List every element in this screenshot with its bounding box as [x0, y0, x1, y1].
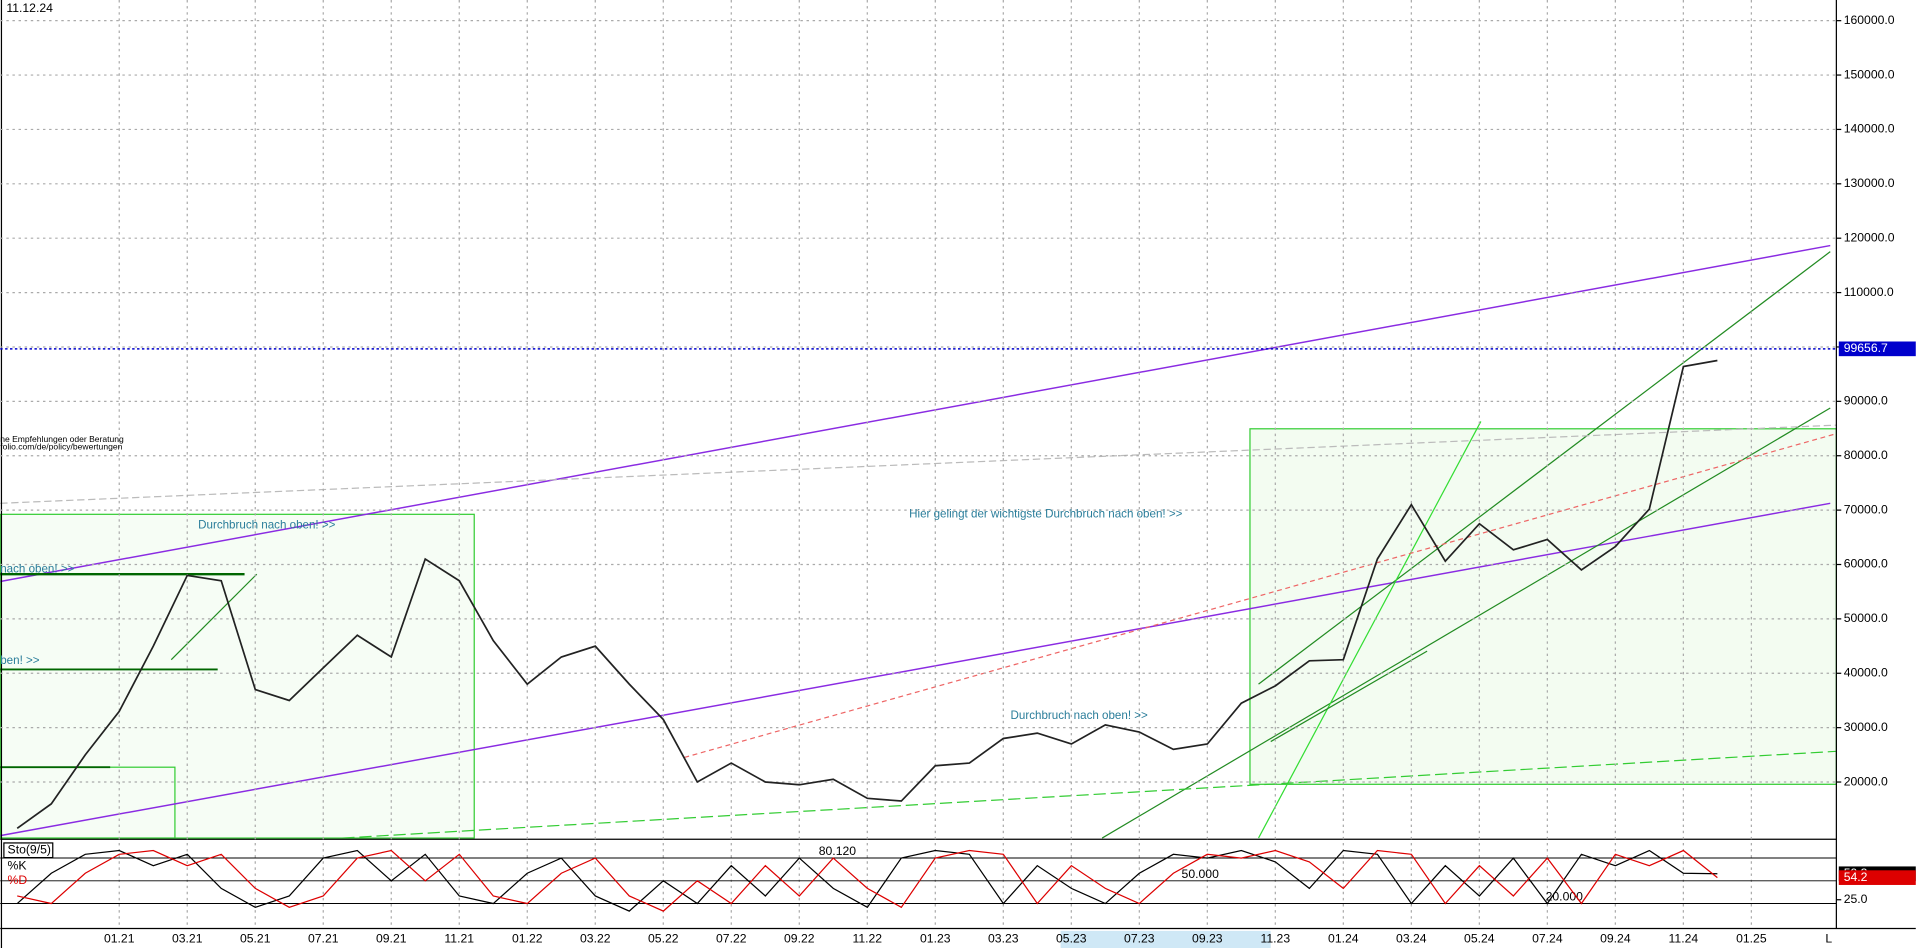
annotation: nach oben! >> — [0, 562, 74, 575]
annotation: folio.com/de/policy/bewertungen — [0, 441, 122, 451]
y-tick-label: 140000.0 — [1844, 122, 1895, 136]
axis-end-label: L — [1825, 932, 1832, 946]
x-tick-label: 05.24 — [1464, 932, 1495, 946]
x-tick-label: 11.24 — [1669, 932, 1699, 946]
chart-title: 11.12.24 — [6, 1, 53, 15]
y-tick-label: 90000.0 — [1844, 394, 1888, 408]
y-tick-label: 20000.0 — [1844, 774, 1888, 788]
y-tick-label: 40000.0 — [1844, 665, 1888, 679]
x-tick-label: 09.24 — [1600, 932, 1631, 946]
y-tick-label: 110000.0 — [1844, 285, 1894, 299]
zone-box — [0, 513, 475, 839]
stoch-line — [16, 849, 1718, 912]
level-label: 20.000 — [1546, 890, 1584, 904]
annotation: ben! >> — [0, 654, 40, 667]
annotation: Durchbruch nach oben! >> — [1011, 709, 1149, 722]
trend-line — [0, 502, 1831, 837]
x-tick-label: 03.22 — [580, 932, 611, 946]
x-tick-label: 03.21 — [172, 932, 203, 946]
x-tick-label: 03.24 — [1396, 932, 1427, 946]
current-price-label: 99656.7 — [1844, 341, 1888, 355]
last-value-label: 54.2 — [1844, 870, 1868, 884]
x-tick-label: 09.23 — [1192, 932, 1223, 946]
trend-line — [342, 750, 1837, 839]
x-tick-label: 01.21 — [104, 932, 135, 946]
trend-line — [1101, 407, 1831, 839]
x-tick-label: 05.22 — [648, 932, 679, 946]
y-tick-label: 80000.0 — [1844, 448, 1888, 462]
y-tick-label: 30000.0 — [1844, 720, 1888, 734]
y-tick-label: 160000.0 — [1844, 13, 1895, 27]
x-tick-label: 11.21 — [444, 932, 474, 946]
trend-line — [0, 424, 1837, 504]
level-label: 50.000 — [1182, 867, 1220, 881]
x-tick-label: 01.23 — [920, 932, 951, 946]
stoch-line — [17, 849, 1718, 912]
time-highlight — [1060, 930, 1271, 948]
x-tick-label: 09.22 — [784, 932, 815, 946]
y-tick-label: 25.0 — [1844, 892, 1868, 906]
zone-box — [1249, 428, 1837, 785]
x-tick-label: 05.21 — [240, 932, 271, 946]
x-tick-label: 07.23 — [1124, 932, 1155, 946]
indicator-title: Sto(9/5) — [8, 842, 51, 856]
trend-line — [0, 244, 1831, 583]
y-tick-label: 60000.0 — [1844, 557, 1888, 571]
x-tick-label: 01.25 — [1736, 932, 1767, 946]
x-tick-label: 11.23 — [1261, 932, 1291, 946]
x-tick-label: 07.22 — [716, 932, 747, 946]
y-tick-label: 130000.0 — [1844, 176, 1895, 190]
y-tick-label: 150000.0 — [1844, 67, 1895, 81]
annotation: ne Empfehlungen oder Beratung — [0, 434, 124, 444]
trend-line — [684, 433, 1837, 759]
x-tick-label: 01.22 — [512, 932, 543, 946]
annotation: Durchbruch nach oben! >> — [198, 518, 336, 531]
trend-line — [170, 573, 258, 661]
trend-line — [1270, 650, 1428, 743]
trend-lines — [0, 244, 1837, 839]
y-tick-label: 70000.0 — [1844, 502, 1888, 516]
level-label: 80.120 — [819, 844, 857, 858]
y-tick-label: 50000.0 — [1844, 611, 1888, 625]
x-tick-label: 09.21 — [376, 932, 407, 946]
x-tick-label: 03.23 — [988, 932, 1019, 946]
x-tick-label: 05.23 — [1056, 932, 1087, 946]
last-value-tag — [1838, 870, 1916, 885]
annotation: Hier gelingt der wichtigste Durchbruch n… — [909, 507, 1182, 520]
x-tick-label: 07.24 — [1532, 932, 1563, 946]
legend-label: %D — [8, 873, 28, 887]
legend-label: %K — [8, 858, 27, 872]
x-tick-label: 01.24 — [1328, 932, 1359, 946]
trend-line — [1258, 251, 1831, 685]
x-tick-label: 11.22 — [852, 932, 882, 946]
x-tick-label: 07.21 — [308, 932, 339, 946]
trend-line — [1257, 421, 1482, 839]
price-line — [16, 359, 1718, 829]
y-tick-label: 120000.0 — [1844, 230, 1895, 244]
current-price-tag — [1838, 341, 1916, 357]
